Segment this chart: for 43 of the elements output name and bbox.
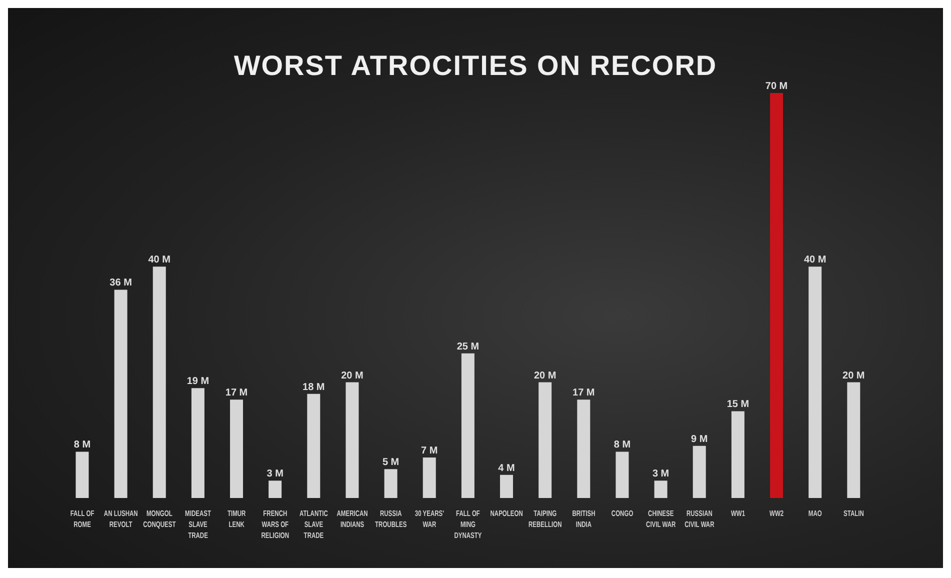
data-label: 36 M xyxy=(110,278,132,289)
data-label: 19 M xyxy=(186,376,210,388)
bar xyxy=(500,474,514,498)
bar xyxy=(692,446,706,498)
bar xyxy=(731,411,744,498)
data-label: 17 M xyxy=(225,388,248,399)
data-label: 4 M xyxy=(498,462,515,474)
bar xyxy=(114,290,128,498)
data-label: 5 M xyxy=(382,457,400,468)
bar xyxy=(654,480,668,498)
bar xyxy=(230,400,244,498)
data-label: 7 M xyxy=(421,446,438,456)
bar xyxy=(307,394,320,498)
bar xyxy=(346,382,359,498)
chart-title: WORST ATROCITIES ON RECORD xyxy=(232,50,718,82)
data-label: 40 M xyxy=(148,254,170,266)
bar xyxy=(191,388,204,498)
data-label: 20 M xyxy=(534,370,556,382)
bar xyxy=(847,382,860,498)
data-label: 20 M xyxy=(842,370,865,382)
data-label: 40 M xyxy=(804,254,826,266)
bar xyxy=(152,266,166,498)
data-label: 3 M xyxy=(652,468,670,480)
data-label: 18 M xyxy=(302,382,325,393)
data-label: 70 M xyxy=(765,81,788,92)
data-label: 25 M xyxy=(456,341,480,352)
bar xyxy=(422,458,436,498)
bar xyxy=(461,353,474,498)
data-label: 8 M xyxy=(74,440,91,451)
data-label: 20 M xyxy=(341,370,364,382)
bar xyxy=(384,469,398,498)
data-label: 3 M xyxy=(266,468,284,480)
data-label: 8 M xyxy=(614,440,631,451)
data-label: 15 M xyxy=(726,399,750,410)
bar xyxy=(616,452,629,498)
bar xyxy=(76,452,89,498)
bar xyxy=(808,266,822,498)
data-label: 17 M xyxy=(572,388,595,399)
bar xyxy=(538,382,552,498)
bar xyxy=(268,480,282,498)
bar xyxy=(770,93,784,498)
data-label: 9 M xyxy=(691,434,708,445)
bar xyxy=(577,400,590,498)
